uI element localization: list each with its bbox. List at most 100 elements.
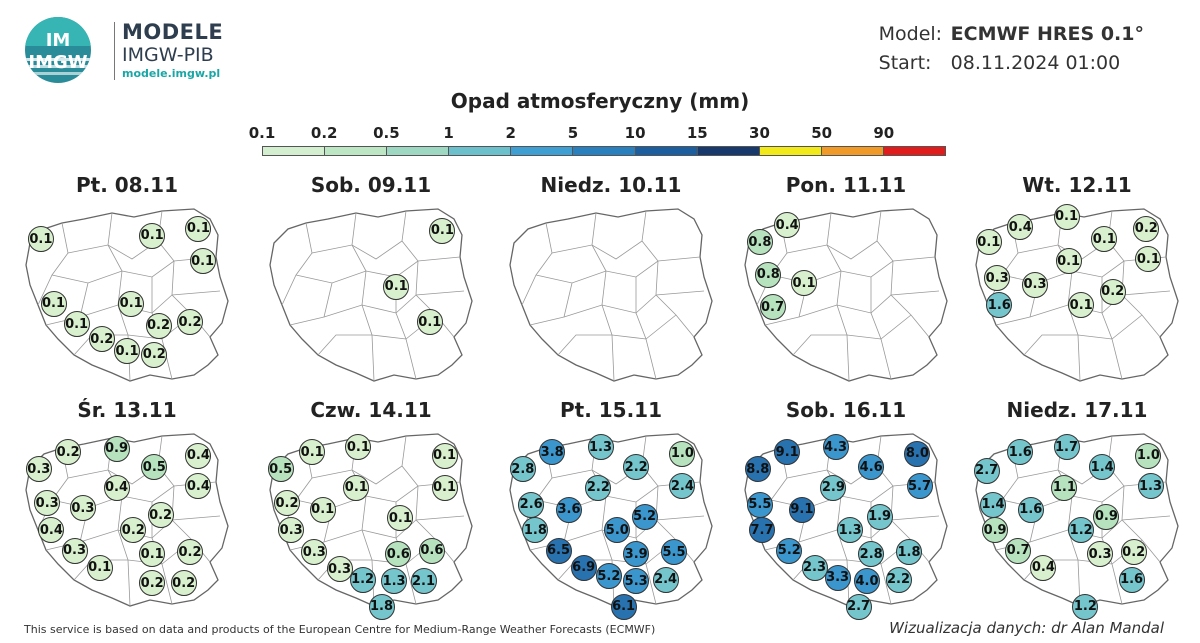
panel-date-title: Pt. 15.11 — [559, 398, 663, 422]
precip-value-badge: 0.1 — [429, 217, 456, 244]
forecast-panel: Niedz. 10.11 — [506, 173, 716, 383]
precip-value-badge: 4.6 — [858, 454, 885, 481]
legend-segment — [759, 147, 822, 155]
precip-value-badge: 0.3 — [34, 490, 61, 517]
precip-value-badge: 0.2 — [145, 312, 172, 339]
precip-value-badge: 5.5 — [746, 491, 773, 518]
precip-value-badge: 6.1 — [610, 593, 637, 620]
forecast-panel: Śr. 13.11 0.2 0.9 0.4 0.3 0.5 0.4 0.4 0.3 0.3 0.2 0… — [22, 398, 232, 608]
precip-value-badge: 2.7 — [845, 593, 872, 620]
legend-tick-label: 2 — [505, 124, 516, 142]
precip-value-badge: 0.3 — [61, 537, 88, 564]
panel-date-title: Wt. 12.11 — [1022, 173, 1132, 197]
forecast-panel: Sob. 16.11 9.1 4.3 8.0 8.8 4.6 5.7 2.9 5.5 9.1 1.9… — [741, 398, 951, 620]
forecast-panel: Wt. 12.11 0.4 0.1 0.2 0.1 0.1 0.1 0.1 0.3 0.3 0.2 0… — [972, 173, 1182, 383]
legend-tick-label: 1 — [443, 124, 454, 142]
region-border — [557, 314, 677, 356]
precip-value-badge: 0.1 — [1053, 203, 1080, 230]
legend-segment — [325, 147, 388, 155]
precip-value-badge: 1.6 — [986, 292, 1013, 319]
precip-value-badge: 0.1 — [1068, 292, 1095, 319]
region-border — [281, 222, 313, 306]
precip-value-badge: 0.3 — [278, 517, 305, 544]
precip-value-badge: 0.5 — [141, 454, 168, 481]
legend-tick-label: 0.2 — [310, 124, 338, 142]
svg-text:IM: IM — [46, 30, 71, 51]
svg-text:IMGW: IMGW — [28, 52, 87, 73]
panel-date-title: Pon. 11.11 — [785, 173, 907, 197]
region-border — [876, 210, 930, 338]
country-outline — [509, 208, 713, 382]
precip-value-badge: 0.4 — [103, 474, 130, 501]
precip-value-badge: 1.2 — [1072, 593, 1099, 620]
region-border — [529, 290, 705, 326]
legend-segment — [263, 147, 326, 155]
precip-value-badge: 2.2 — [623, 454, 650, 481]
precip-value-badge: 2.8 — [858, 541, 885, 568]
forecast-panel: Niedz. 17.11 1.6 1.7 1.0 2.7 1.4 1.3 1.1 1.4 1.6 0… — [972, 398, 1182, 620]
precip-value-badge: 0.8 — [746, 229, 773, 256]
precip-value-badge: 1.8 — [368, 593, 395, 620]
precip-value-badge: 1.8 — [896, 539, 922, 566]
precip-value-badge: 1.9 — [866, 503, 893, 530]
precip-value-badge: 0.1 — [40, 290, 67, 317]
region-border — [1023, 314, 1143, 356]
precip-value-badge: 0.1 — [431, 474, 458, 501]
precip-value-badge: 3.9 — [623, 541, 650, 568]
legend-segment — [883, 147, 946, 155]
precip-value-badge: 0.7 — [1005, 537, 1032, 564]
panel-date-title: Niedz. 17.11 — [1006, 398, 1148, 422]
precip-value-badge: 0.1 — [299, 439, 326, 466]
precip-value-badge: 0.2 — [177, 539, 203, 566]
logo-block[interactable]: IM IMGW MODELE IMGW-PIB modele.imgw.pl — [22, 16, 282, 86]
region-border — [826, 437, 850, 607]
precip-value-badge: 0.1 — [309, 496, 336, 523]
precip-value-badge: 0.3 — [25, 456, 52, 483]
precip-value-badge: 0.1 — [139, 541, 166, 568]
region-border — [317, 314, 437, 356]
precip-value-badge: 0.5 — [267, 456, 294, 483]
precip-value-badge: 9.1 — [788, 496, 815, 523]
precip-value-badge: 0.6 — [385, 541, 412, 568]
poland-map — [509, 208, 713, 382]
precip-value-badge: 7.7 — [749, 517, 775, 544]
region-border — [51, 256, 217, 284]
precip-value-badge: 0.2 — [1099, 278, 1126, 305]
precip-value-badge: 0.1 — [1091, 226, 1118, 252]
panel-date-title: Pt. 08.11 — [75, 173, 179, 197]
precip-value-badge: 2.7 — [973, 457, 1000, 484]
precip-value-badge: 0.1 — [343, 474, 370, 501]
precip-value-badge: 1.8 — [522, 517, 549, 544]
legend-segment — [573, 147, 636, 155]
precip-value-badge: 2.6 — [518, 491, 545, 518]
precip-value-badge: 2.1 — [410, 568, 437, 595]
precip-value-badge: 0.9 — [103, 435, 130, 462]
precip-value-badge: 1.0 — [1135, 442, 1162, 469]
logo-url-link[interactable]: modele.imgw.pl — [122, 67, 221, 80]
precip-value-badge: 0.4 — [185, 442, 212, 469]
precip-value-badge: 1.4 — [1089, 454, 1116, 481]
precip-value-badge: 0.1 — [27, 226, 54, 252]
precip-value-badge: 0.4 — [1030, 554, 1057, 581]
precip-value-badge: 3.6 — [556, 496, 582, 523]
precip-value-badge: 0.8 — [755, 261, 782, 288]
precip-value-badge: 0.1 — [114, 338, 140, 365]
legend-ticks: 0.1 0.2 0.5 1 2 5 10 15 30 50 90 — [0, 124, 1200, 144]
legend-tick-label: 30 — [749, 124, 770, 142]
region-border — [792, 314, 912, 356]
precip-value-badge: 0.6 — [418, 537, 445, 564]
precip-value-badge: 1.3 — [837, 517, 864, 544]
legend-tick-label: 50 — [811, 124, 833, 142]
precip-value-badge: 0.2 — [139, 570, 166, 596]
panel-date-title: Śr. 13.11 — [77, 398, 177, 422]
region-border — [107, 437, 131, 607]
model-label: Model: — [878, 23, 943, 45]
precip-value-badge: 2.8 — [509, 456, 536, 483]
region-border — [551, 240, 643, 260]
precip-value-badge: 0.1 — [791, 270, 817, 297]
precip-value-badge: 0.4 — [1007, 214, 1034, 241]
logo-title: MODELE — [122, 20, 224, 44]
precip-value-badge: 5.2 — [595, 563, 622, 590]
precip-value-badge: 0.1 — [975, 229, 1002, 256]
forecast-panel: Pt. 08.11 0.1 0.1 0.1 0.1 0.1 0.1 0.1 0.2 0.2 0.2 0… — [22, 173, 232, 383]
